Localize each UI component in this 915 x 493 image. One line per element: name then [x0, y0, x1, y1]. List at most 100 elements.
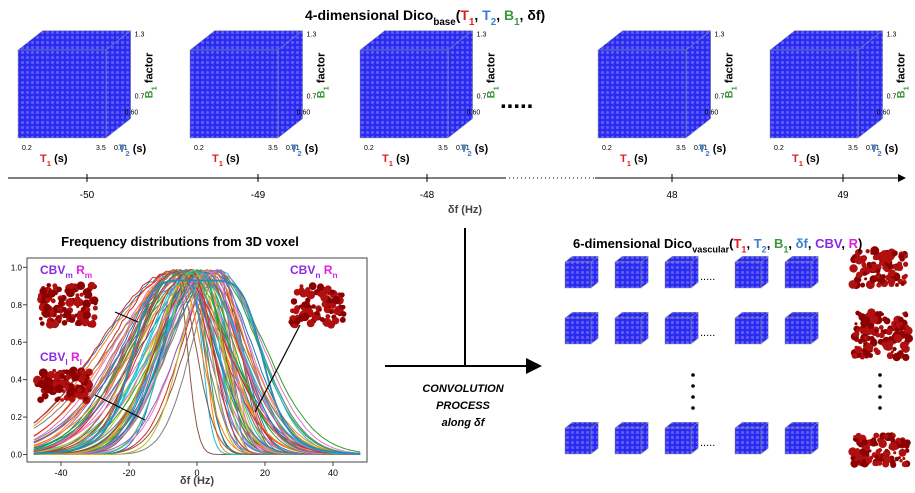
blob-part	[290, 298, 298, 305]
blob-part	[62, 307, 68, 313]
label-part: factor	[316, 52, 328, 86]
blob-part	[900, 325, 906, 331]
blob-part	[895, 283, 899, 287]
tick-label: 0.60	[125, 110, 139, 117]
blob-part	[38, 316, 43, 321]
blob-part	[867, 331, 871, 335]
blob-part	[899, 459, 903, 463]
curve	[33, 270, 361, 455]
y-tick-label: 0.4	[11, 376, 23, 385]
label-part: 6-dimensional Dico	[573, 236, 692, 251]
label: B1 factor	[896, 52, 911, 99]
label-part: m	[65, 270, 72, 280]
label-part: T	[40, 153, 47, 165]
blob-part	[288, 319, 295, 325]
blob-part	[902, 353, 910, 362]
tick-label: 1.3	[477, 32, 487, 39]
cube-front	[769, 49, 859, 139]
label: CBVl Rl	[40, 350, 82, 367]
tick-label: 0.01	[866, 145, 880, 152]
axis-label: δf (Hz)	[448, 204, 482, 216]
blob-part	[855, 310, 860, 316]
label-part: factor	[144, 52, 156, 86]
blob-part	[54, 291, 58, 296]
cube-side	[690, 421, 699, 455]
blob-part	[856, 277, 862, 283]
cube-front	[734, 317, 762, 345]
tick-label: 0.60	[705, 110, 719, 117]
label-part: T	[620, 153, 627, 165]
cube	[734, 311, 770, 345]
blob-part	[883, 433, 889, 439]
blob-part	[904, 334, 914, 343]
blob-part	[52, 304, 62, 314]
blob-part	[91, 314, 98, 321]
blob-part	[339, 316, 346, 323]
blob-part	[872, 254, 879, 261]
blob-part	[857, 460, 861, 464]
label-part: CBV	[40, 350, 65, 364]
blob-part	[877, 460, 883, 466]
blob-part	[867, 352, 874, 359]
label-part: factor	[486, 52, 498, 86]
blob-part	[878, 325, 884, 330]
blob-part	[321, 301, 328, 308]
blob-part	[857, 249, 863, 255]
blob-part	[852, 331, 858, 337]
blob-part	[892, 352, 901, 362]
blob-part	[56, 286, 62, 293]
tick-label: 0.2	[194, 145, 204, 152]
tick-label: 0.7	[477, 93, 487, 100]
blob-part	[306, 290, 316, 300]
pointer	[254, 324, 301, 413]
label: B1 factor	[316, 52, 331, 99]
blob-part	[65, 288, 71, 294]
vdot	[878, 373, 882, 377]
label-part: B	[316, 90, 328, 98]
x-tick-label: -40	[54, 468, 67, 478]
blob-part	[57, 317, 61, 321]
cube-front	[189, 49, 279, 139]
label: T2 (s)	[699, 143, 727, 158]
label-part: T	[792, 153, 799, 165]
vessel-blob	[288, 282, 347, 329]
blob-part	[317, 307, 322, 312]
label-part: (	[729, 236, 734, 251]
ellipsis: .....	[700, 437, 715, 449]
y-tick-label: 0.8	[11, 301, 23, 310]
blob-part	[893, 334, 903, 343]
label: 6-dimensional Dicovascular(T1, T2, B1, δ…	[573, 236, 862, 255]
label-part: R	[320, 263, 332, 277]
blob-part	[50, 298, 56, 304]
label: CBVm Rm	[40, 263, 92, 280]
curve	[33, 269, 361, 455]
cube-side	[810, 311, 819, 345]
cube	[784, 311, 820, 345]
cube-side	[590, 255, 599, 289]
blob-part	[61, 320, 68, 326]
blob-part	[893, 451, 897, 455]
blob-part	[76, 281, 86, 290]
label-part: n	[332, 270, 337, 280]
cube	[614, 255, 650, 289]
blob-part	[43, 303, 52, 312]
label: T2 (s)	[461, 143, 489, 158]
blob-part	[54, 384, 64, 394]
label: B1 factor	[144, 52, 159, 99]
cube	[664, 421, 700, 455]
vessel-blob	[848, 246, 909, 290]
cube	[784, 255, 820, 289]
blob-part	[877, 311, 883, 317]
blob-part	[854, 346, 863, 354]
blob-part	[852, 282, 857, 287]
blob-part	[329, 289, 335, 295]
blob-part	[878, 332, 885, 339]
blob-part	[903, 261, 909, 267]
tick-label: 0.60	[297, 110, 311, 117]
blob-part	[52, 368, 57, 373]
blob-part	[75, 293, 80, 298]
blob-part	[47, 384, 54, 391]
blob-part	[60, 398, 64, 402]
blob-part	[87, 281, 96, 290]
